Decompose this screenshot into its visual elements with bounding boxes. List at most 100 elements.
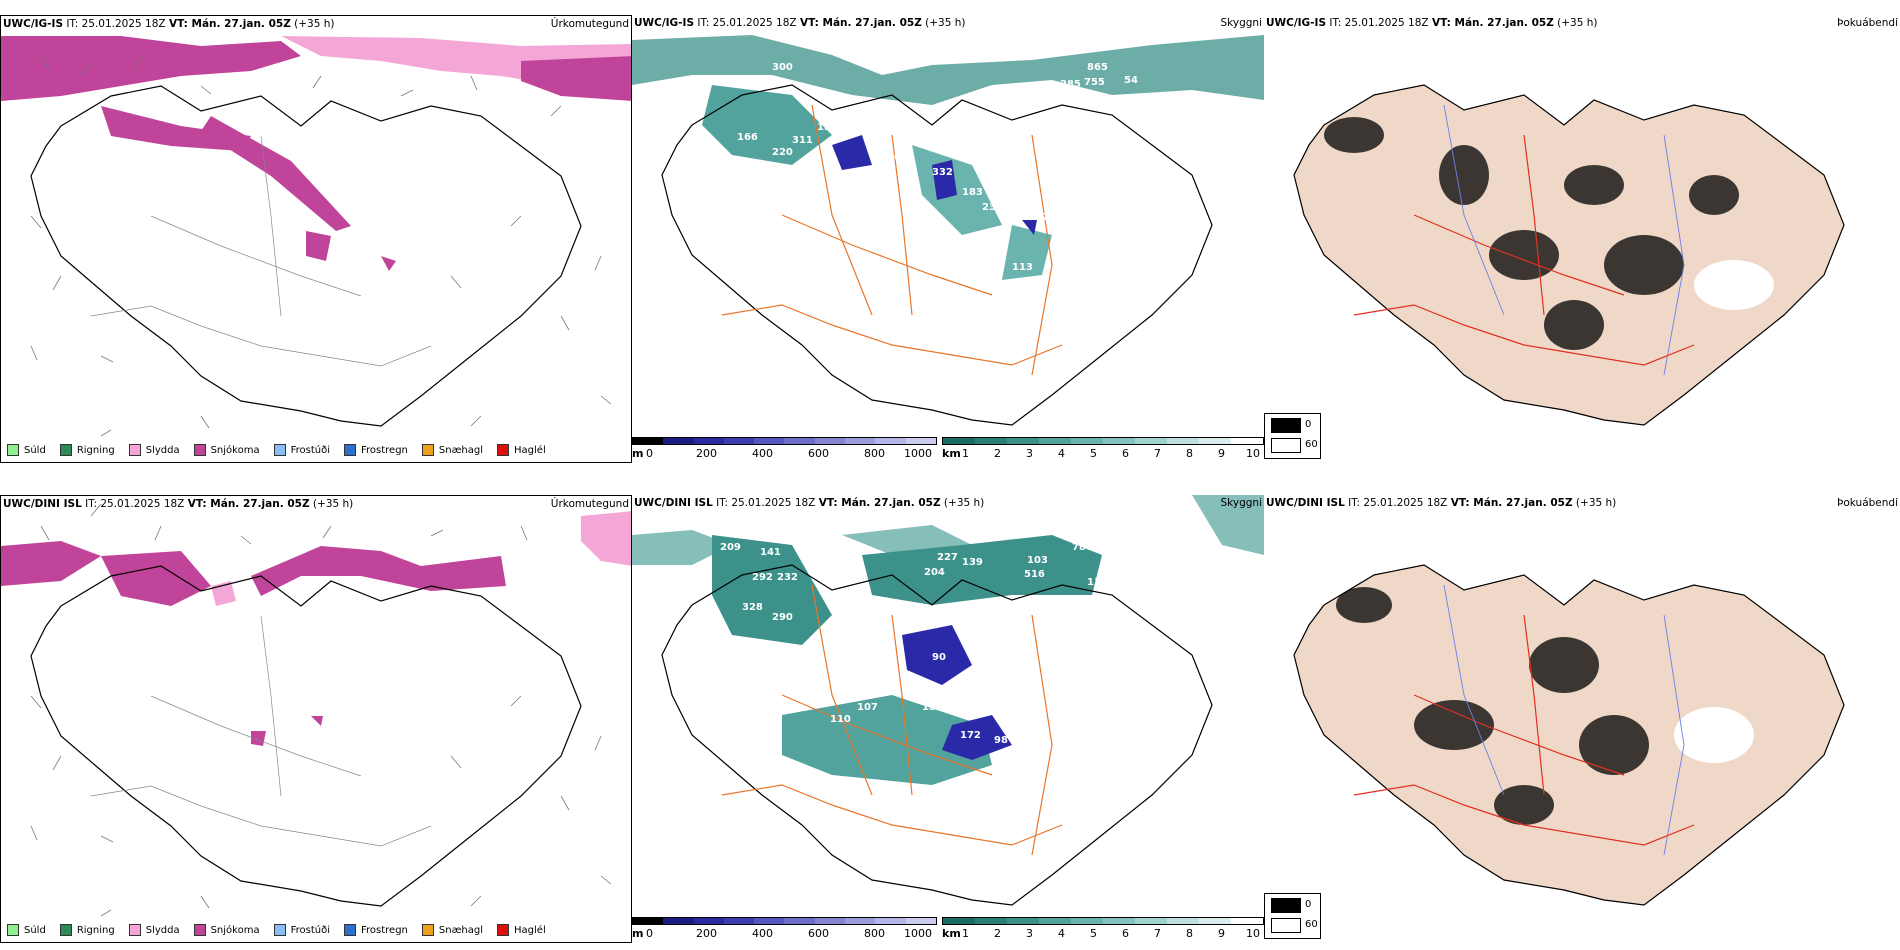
cloud-base-area <box>902 625 1012 760</box>
cloud-label: 113 <box>1012 262 1033 273</box>
tick-label: 9 <box>1218 447 1225 460</box>
visibility-ramp <box>942 917 1264 925</box>
tick-label: 800 <box>864 927 885 940</box>
snow-area <box>306 231 331 261</box>
legend-item: Slydda <box>128 924 180 936</box>
legend-item: Haglél <box>497 444 546 456</box>
cloud-label: 220 <box>772 147 793 158</box>
low-visibility-area <box>712 535 832 645</box>
tick-label: 600 <box>808 927 829 940</box>
tick-label: 7 <box>1154 447 1161 460</box>
fog-legend-bottom: 0 60 <box>1264 893 1321 939</box>
tick-label: 2 <box>994 447 1001 460</box>
roads <box>1353 614 1695 846</box>
legend-label: Frostregn <box>361 444 408 456</box>
tick-label: 5 <box>1090 927 1097 940</box>
tick-label: 0 <box>646 927 653 940</box>
legend-item: Snjókoma <box>193 924 260 936</box>
wind-barbs <box>30 503 612 917</box>
cloud-label: 285 <box>1060 79 1081 90</box>
rivers <box>1443 104 1685 376</box>
cloud-map-bottom: 209 141 292 232 328 290 227 204 139 103 … <box>632 495 1264 906</box>
iceland-outline <box>30 565 582 907</box>
cloud-label: 865 <box>1087 62 1108 73</box>
tick-label: 400 <box>752 447 773 460</box>
visibility-ramp <box>942 437 1264 445</box>
swatch <box>497 444 510 456</box>
cloud-label: 166 <box>737 132 758 143</box>
rivers <box>1443 584 1685 856</box>
fog-swatch-high <box>1271 418 1301 433</box>
fog-swatch-low <box>1271 918 1301 933</box>
sleet-area <box>581 511 631 566</box>
swatch <box>193 444 206 456</box>
unit-label: m <box>632 447 644 460</box>
legend-item: Rigning <box>59 924 115 936</box>
cloud-label: 139 <box>962 557 983 568</box>
cloud-label: 204 <box>924 567 945 578</box>
model-name: UWC/DINI ISL <box>1266 497 1345 509</box>
low-visibility-area <box>702 85 832 165</box>
tick-label: 8 <box>1186 927 1193 940</box>
legend-item: Frostúði <box>273 444 330 456</box>
swatch <box>193 924 206 936</box>
cloud-label: 103 <box>1027 555 1048 566</box>
tick-label: 1000 <box>904 927 932 940</box>
legend-label: Snjókoma <box>210 924 260 936</box>
snow-area <box>381 256 396 271</box>
legend-label: Snæhagl <box>438 444 484 456</box>
fog-legend-top: 0 60 <box>1264 413 1321 459</box>
cloud-panel-top: 300 166 220 311 402 332 183 236 290 231 … <box>632 15 1264 463</box>
init-time: IT: 25.01.2025 18Z <box>66 18 166 30</box>
swatch <box>59 924 72 936</box>
tick-label: 9 <box>1218 927 1225 940</box>
lead-time: (+35 h) <box>294 18 335 30</box>
legend-label: Snæhagl <box>438 924 484 936</box>
tick-label: 4 <box>1058 447 1065 460</box>
snow-area <box>251 546 506 596</box>
tick-label: 400 <box>752 927 773 940</box>
model-name: UWC/DINI ISL <box>3 498 82 510</box>
precip-map-top <box>1 36 631 437</box>
fog-value-high: 0 <box>1305 419 1312 430</box>
cloud-label: 292 <box>752 572 773 583</box>
panel-header: UWC/IG-IS IT: 25.01.2025 18Z VT: Mán. 27… <box>1266 17 1598 29</box>
cloud-base-ramp <box>632 917 937 925</box>
cloud-label: 153 <box>922 702 943 713</box>
legend-item: Frostregn <box>344 924 408 936</box>
legend-item: Snæhagl <box>421 924 484 936</box>
cloud-base-area <box>832 135 1037 235</box>
cloud-label: 209 <box>720 542 741 553</box>
precip-map-bottom <box>1 503 631 917</box>
cloud-label: 98 <box>994 735 1008 746</box>
roads <box>721 104 1063 376</box>
precip-panel-top: UWC/IG-IS IT: 25.01.2025 18Z VT: Mán. 27… <box>0 15 632 463</box>
tick-label: 800 <box>864 447 885 460</box>
legend-item: Snæhagl <box>421 444 484 456</box>
cloud-base-colorbar: m 0 200 400 600 800 1000 <box>632 917 937 945</box>
cloud-panel-bottom: 209 141 292 232 328 290 227 204 139 103 … <box>632 495 1264 943</box>
fog-value-low: 60 <box>1305 919 1318 930</box>
cloud-label: 236 <box>982 202 1003 213</box>
panel-header: UWC/IG-IS IT: 25.01.2025 18Z VT: Mán. 27… <box>3 18 335 30</box>
swatch <box>421 444 434 456</box>
legend-item: Súld <box>7 924 46 936</box>
fog-map-bottom <box>1293 564 1845 906</box>
cloud-label: 332 <box>932 167 953 178</box>
swatch <box>273 924 286 936</box>
legend-label: Haglél <box>514 924 546 936</box>
cloud-base-labels: 209 141 292 232 328 290 227 204 139 103 … <box>720 542 1141 746</box>
panel-title: Úrkomutegund <box>550 18 629 30</box>
visibility-colorbar: km 1 2 3 4 5 6 7 8 9 10 <box>942 437 1264 465</box>
snow-area <box>1 541 101 586</box>
valid-time: VT: Mán. 27.jan. 05Z <box>1431 17 1554 29</box>
cloud-label: 311 <box>792 135 813 146</box>
cloud-label: 300 <box>772 62 793 73</box>
fog-panel-bottom: UWC/DINI ISL IT: 25.01.2025 18Z VT: Mán.… <box>1264 495 1900 943</box>
legend-label: Súld <box>24 924 46 936</box>
cloud-label: 231 <box>1042 212 1063 223</box>
legend-item: Slydda <box>128 444 180 456</box>
snow-area <box>201 116 351 231</box>
tick-label: 7 <box>1154 927 1161 940</box>
legend-label: Slydda <box>145 924 180 936</box>
